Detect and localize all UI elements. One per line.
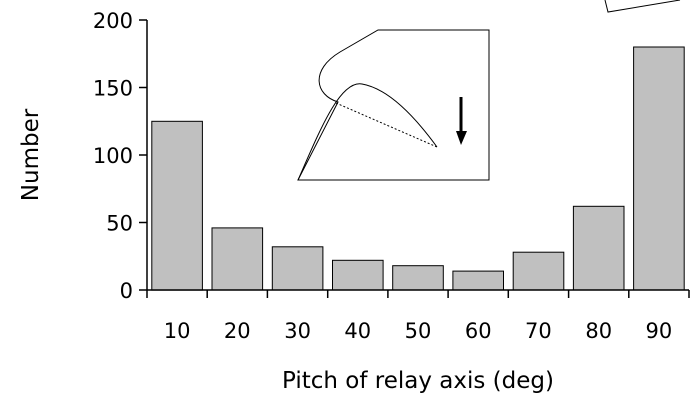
- x-tick-label: 40: [344, 319, 371, 343]
- bar-70: [512, 251, 565, 291]
- y-tick-label: 50: [106, 212, 133, 236]
- bar-60: [452, 270, 504, 291]
- bar-30: [271, 246, 324, 291]
- y-tick-label: 200: [93, 9, 133, 33]
- bars-group: [151, 46, 685, 291]
- x-tick-label: 30: [284, 319, 311, 343]
- bar-10: [151, 120, 203, 291]
- bar-80: [572, 205, 625, 291]
- bar-20: [211, 227, 264, 291]
- y-tick-label: 100: [93, 144, 133, 168]
- x-tick-label: 80: [585, 319, 612, 343]
- bar-90: [633, 46, 685, 291]
- bar-50: [392, 265, 444, 291]
- x-ticks-group: 10 20 30 40 50 60 70 80 90: [146, 290, 690, 343]
- corner-shape-fragment: [604, 0, 681, 13]
- inset-outline: [297, 29, 490, 181]
- bar-40: [332, 259, 384, 291]
- x-tick-label: 10: [164, 319, 191, 343]
- x-tick-label: 70: [525, 319, 552, 343]
- y-tick-label: 150: [93, 77, 133, 101]
- insect-inset-icon: [297, 29, 490, 181]
- inset-down-arrow-head: [456, 131, 467, 145]
- x-tick-label: 60: [465, 319, 492, 343]
- y-tick-label: 0: [120, 279, 133, 303]
- x-tick-label: 50: [405, 319, 432, 343]
- inset-body-curve: [297, 83, 438, 181]
- y-axis-label: Number: [18, 108, 44, 201]
- x-tick-label: 90: [646, 319, 673, 343]
- x-tick-label: 20: [224, 319, 251, 343]
- y-ticks-group: 0 50 100 150 200: [93, 9, 147, 303]
- x-axis-label: Pitch of relay axis (deg): [282, 368, 554, 394]
